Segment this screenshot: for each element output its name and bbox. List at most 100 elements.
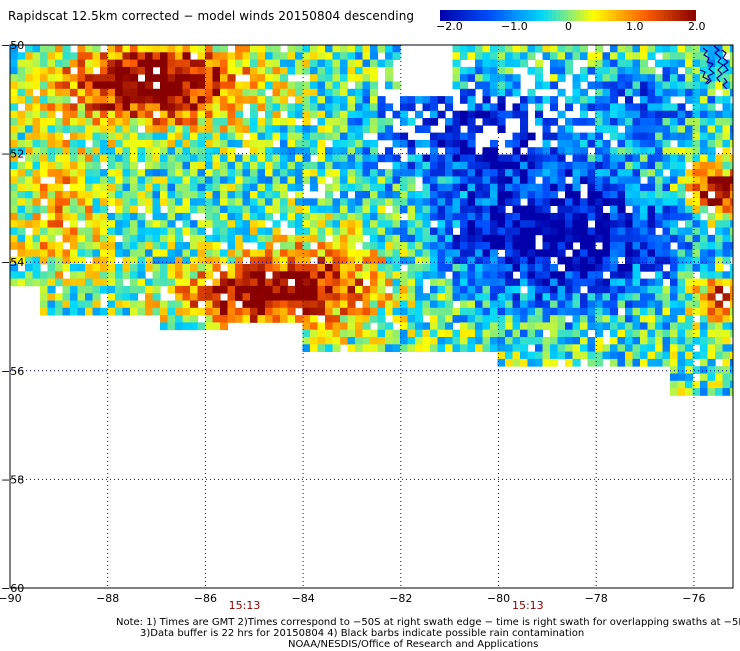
wind-diff-cell <box>100 132 109 141</box>
wind-diff-cell <box>715 81 724 90</box>
wind-diff-cell <box>220 125 229 133</box>
wind-diff-cell <box>670 220 679 228</box>
wind-diff-cell <box>160 59 169 68</box>
wind-diff-cell <box>662 256 671 265</box>
wind-diff-cell <box>520 161 529 170</box>
wind-diff-cell <box>587 293 596 301</box>
wind-diff-cell <box>115 139 124 148</box>
wind-diff-cell <box>347 220 356 228</box>
wind-diff-cell <box>700 96 709 104</box>
wind-diff-cell <box>295 220 304 228</box>
wind-diff-cell <box>445 264 454 272</box>
wind-diff-cell <box>722 344 731 352</box>
wind-diff-cell <box>670 278 679 287</box>
wind-diff-cell <box>460 220 469 228</box>
wind-diff-cell <box>92 234 101 243</box>
wind-diff-cell <box>550 59 559 68</box>
wind-diff-cell <box>362 52 371 60</box>
wind-diff-cell <box>700 300 709 309</box>
wind-diff-cell <box>475 322 484 331</box>
wind-diff-cell <box>265 242 274 250</box>
wind-diff-cell <box>115 307 124 316</box>
wind-diff-cell <box>152 88 161 97</box>
wind-diff-cell <box>250 227 259 236</box>
wind-diff-cell <box>55 191 64 199</box>
wind-diff-cell <box>205 88 214 97</box>
wind-diff-cell <box>610 212 619 221</box>
wind-diff-cell <box>302 125 311 133</box>
wind-diff-cell <box>40 139 49 148</box>
wind-diff-cell <box>302 59 311 68</box>
wind-diff-cell <box>610 110 619 119</box>
wind-diff-cell <box>310 205 319 214</box>
wind-diff-cell <box>392 205 401 214</box>
wind-diff-cell <box>47 103 56 112</box>
wind-diff-cell <box>32 139 41 148</box>
wind-diff-cell <box>572 81 581 90</box>
wind-diff-cell <box>205 242 214 250</box>
wind-diff-cell <box>392 81 401 90</box>
wind-diff-cell <box>25 205 34 214</box>
wind-diff-cell <box>452 132 461 141</box>
wind-diff-cell <box>475 66 484 75</box>
colorbar-segment <box>632 10 637 21</box>
wind-diff-cell <box>137 242 146 250</box>
wind-diff-cell <box>602 212 611 221</box>
colorbar-segment <box>520 10 525 21</box>
wind-diff-cell <box>550 161 559 170</box>
wind-diff-cell <box>632 88 641 97</box>
wind-diff-cell <box>220 183 229 192</box>
wind-diff-cell <box>212 88 221 97</box>
wind-diff-cell <box>632 176 641 185</box>
wind-diff-cell <box>542 154 551 163</box>
wind-diff-cell <box>55 74 64 82</box>
wind-diff-cell <box>17 125 26 133</box>
wind-diff-cell <box>55 66 64 75</box>
wind-diff-cell <box>257 154 266 163</box>
wind-diff-cell <box>700 307 709 316</box>
wind-diff-cell <box>115 249 124 258</box>
wind-diff-cell <box>47 96 56 104</box>
wind-diff-cell <box>430 315 439 323</box>
wind-diff-cell <box>242 307 251 316</box>
wind-diff-cell <box>77 242 86 250</box>
wind-diff-cell <box>640 125 649 133</box>
wind-diff-cell <box>632 329 641 338</box>
wind-diff-cell <box>685 366 694 374</box>
wind-diff-cell <box>152 285 161 294</box>
wind-diff-cell <box>280 256 289 265</box>
data-cells <box>10 45 733 396</box>
wind-diff-cell <box>137 103 146 112</box>
wind-diff-cell <box>10 139 19 148</box>
wind-diff-cell <box>670 198 679 206</box>
wind-diff-cell <box>700 366 709 374</box>
wind-diff-cell <box>475 249 484 258</box>
wind-diff-cell <box>707 81 716 90</box>
wind-diff-cell <box>550 183 559 192</box>
wind-diff-cell <box>265 139 274 148</box>
wind-diff-cell <box>272 249 281 258</box>
wind-diff-cell <box>715 307 724 316</box>
wind-diff-cell <box>310 103 319 112</box>
wind-diff-cell <box>452 118 461 126</box>
wind-diff-cell <box>692 205 701 214</box>
wind-diff-cell <box>287 285 296 294</box>
wind-diff-cell <box>40 249 49 258</box>
wind-diff-cell <box>542 191 551 199</box>
wind-diff-cell <box>692 191 701 199</box>
wind-diff-cell <box>310 329 319 338</box>
wind-diff-cell <box>242 118 251 126</box>
wind-diff-cell <box>182 183 191 192</box>
wind-diff-cell <box>655 169 664 177</box>
wind-diff-cell <box>182 227 191 236</box>
wind-diff-cell <box>722 227 731 236</box>
wind-diff-cell <box>152 59 161 68</box>
wind-diff-cell <box>677 103 686 112</box>
wind-diff-cell <box>647 307 656 316</box>
wind-diff-cell <box>527 132 536 141</box>
colorbar-segment <box>616 10 621 21</box>
wind-diff-cell <box>572 88 581 97</box>
wind-diff-cell <box>452 315 461 323</box>
wind-diff-cell <box>310 132 319 141</box>
wind-diff-cell <box>467 293 476 301</box>
